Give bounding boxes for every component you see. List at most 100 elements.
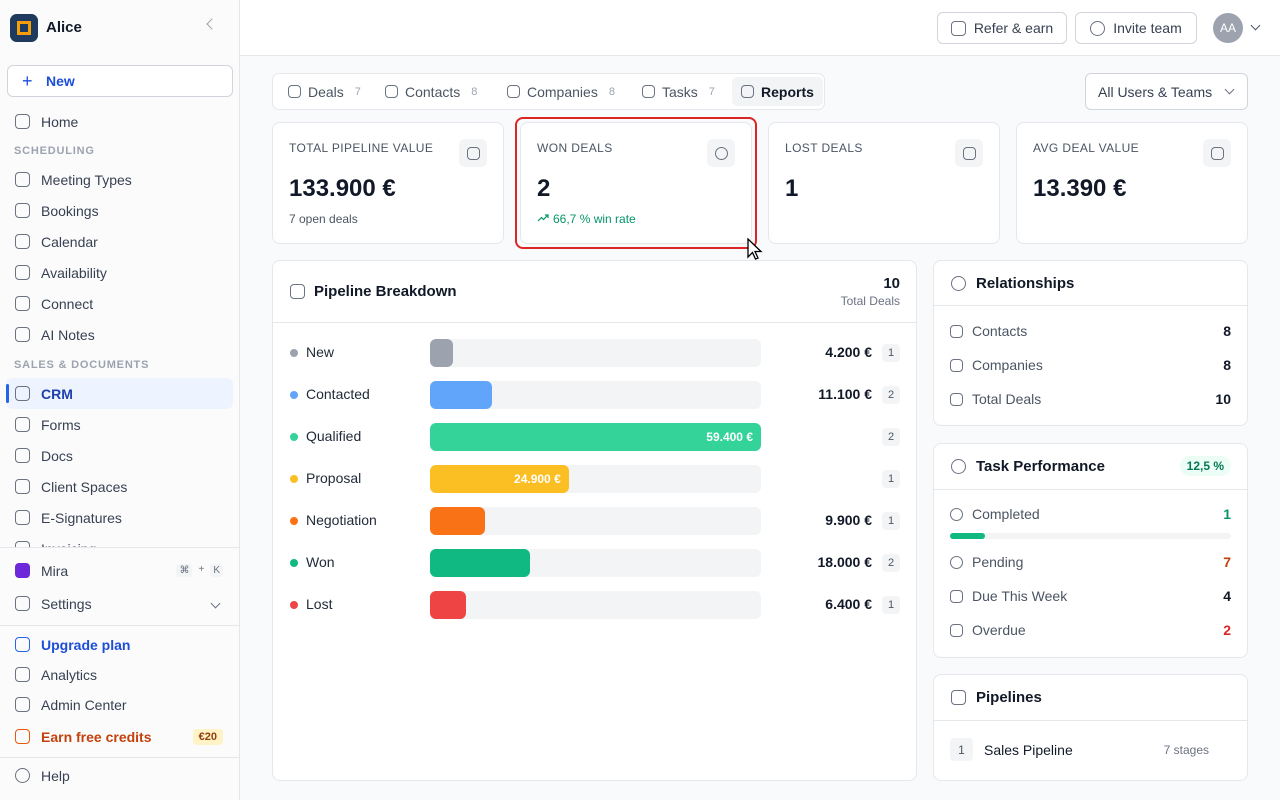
pipelines-card: Pipelines 1 Sales Pipeline 7 stages (933, 674, 1248, 781)
task-row: Due This Week 4 (950, 588, 1231, 604)
stat-note: 7 open deals (289, 212, 358, 226)
nav-item[interactable]: Earn free credits €20 (6, 721, 233, 752)
tab[interactable]: Companies 8 (507, 77, 615, 106)
stage-name: Lost (306, 596, 333, 612)
tab-count: 8 (471, 85, 478, 98)
tabs: Deals 7 Contacts 8 Companies 8 Tasks 7 Reports (272, 73, 825, 110)
tab-label: Companies (527, 83, 598, 100)
tab-count: 7 (708, 85, 715, 98)
icon (950, 20, 966, 36)
stage-dot (290, 391, 298, 399)
row-label: Overdue (972, 622, 1026, 638)
tab[interactable]: Reports (732, 77, 823, 106)
nav-label: Help (41, 767, 70, 784)
count-badge: 2 (882, 386, 900, 404)
bar-label: 59.400 € (706, 430, 753, 444)
task-row: Pending 7 (950, 554, 1231, 570)
nav-item[interactable]: Upgrade plan (6, 629, 233, 660)
tab-label: Contacts (405, 83, 461, 100)
bar (430, 549, 531, 577)
nav-item[interactable]: Analytics (6, 659, 233, 690)
icon (15, 563, 30, 578)
filter-dropdown[interactable]: All Users & Teams (1085, 73, 1248, 110)
nav-item[interactable]: Admin Center (6, 689, 233, 720)
count-badge: 2 (882, 428, 900, 446)
nav-label: Settings (41, 595, 92, 612)
key: + (198, 564, 205, 575)
bar (430, 381, 492, 409)
row-label: Total Deals (972, 391, 1042, 407)
bar: 59.400 € (430, 423, 761, 451)
total-label: Total Deals (840, 294, 900, 308)
row-value: 7 (1223, 554, 1231, 570)
divider (0, 625, 239, 626)
nav-item[interactable]: Mira ⌘ + K (6, 555, 233, 586)
rate-badge: 12,5 % (1179, 456, 1231, 476)
icon (15, 697, 30, 712)
bar (430, 507, 486, 535)
workspace-name: Alice (46, 19, 82, 36)
stage-name: Proposal (306, 470, 362, 486)
bar (430, 339, 454, 367)
nav-label: Upgrade plan (41, 636, 131, 653)
stage-dot (290, 349, 298, 357)
stage-dot (290, 517, 298, 525)
icon (950, 555, 963, 569)
icon (950, 507, 963, 521)
row-label: Completed (972, 506, 1040, 522)
icon (507, 85, 520, 98)
nav-label: Admin Center (41, 696, 127, 713)
task-row: Overdue 2 (950, 622, 1231, 638)
nav-label: Analytics (41, 666, 98, 683)
nav-label: Earn free credits (41, 728, 152, 745)
row-value: 4 (1223, 588, 1231, 604)
stat-card: WON DEALS 2 66,7 % win rate (520, 122, 752, 244)
stage-value: 6.400 € (825, 596, 872, 612)
stat-card: AVG DEAL VALUE 13.390 € (1016, 122, 1248, 244)
pipeline-index: 1 (950, 738, 973, 761)
progress-bar (950, 533, 986, 539)
pipeline-row[interactable]: 1 Sales Pipeline 7 stages (950, 738, 1209, 761)
stat-value: 1 (785, 175, 799, 202)
invite-button[interactable]: Invite team (1075, 12, 1197, 44)
bar-track (430, 591, 761, 619)
stat-title: LOST DEALS (785, 141, 863, 155)
card-title: Pipeline Breakdown (314, 283, 457, 300)
row-value: 1 (1223, 506, 1231, 522)
label: Invite team (1113, 20, 1182, 36)
tab[interactable]: Contacts 8 (385, 77, 477, 106)
nav-item[interactable]: Settings (6, 588, 233, 619)
icon (962, 146, 976, 160)
card-header-line (273, 322, 916, 323)
tab[interactable]: Deals 7 (288, 77, 361, 106)
stat-card: LOST DEALS 1 (768, 122, 1000, 244)
relationships-card: Relationships Contacts 8 Companies 8 Total De… (933, 260, 1248, 426)
icon (714, 146, 728, 160)
avatar[interactable]: AA (1213, 13, 1243, 43)
stat-value: 13.390 € (1033, 175, 1127, 202)
stage-name: Qualified (306, 428, 362, 444)
row-value: 8 (1223, 357, 1231, 373)
stage-dot (290, 559, 298, 567)
pipeline-stages: 7 stages (1163, 742, 1209, 757)
nav-label: Mira (41, 562, 69, 579)
row-label: Pending (972, 554, 1024, 570)
icon (642, 85, 655, 98)
refer-button[interactable]: Refer & earn (937, 12, 1067, 44)
icon (950, 358, 963, 372)
stat-card: TOTAL PIPELINE VALUE 133.900 € 7 open deal… (272, 122, 504, 244)
row-value: 2 (1223, 622, 1231, 638)
card-header-line (934, 720, 1247, 721)
tab[interactable]: Tasks 7 (642, 77, 715, 106)
card-title: Task Performance (976, 458, 1105, 475)
tasks-card: Task Performance 12,5 % Completed 1 Pending 7… (933, 443, 1248, 658)
new-button[interactable]: + New (7, 65, 233, 97)
plus-icon: + (22, 71, 33, 91)
nav-item[interactable]: Help (6, 760, 233, 791)
stage-dot (290, 475, 298, 483)
highlight-box (515, 117, 757, 249)
icon (15, 729, 30, 744)
progress-track (950, 533, 1231, 539)
icon (288, 85, 301, 98)
row-value: 8 (1223, 323, 1231, 339)
